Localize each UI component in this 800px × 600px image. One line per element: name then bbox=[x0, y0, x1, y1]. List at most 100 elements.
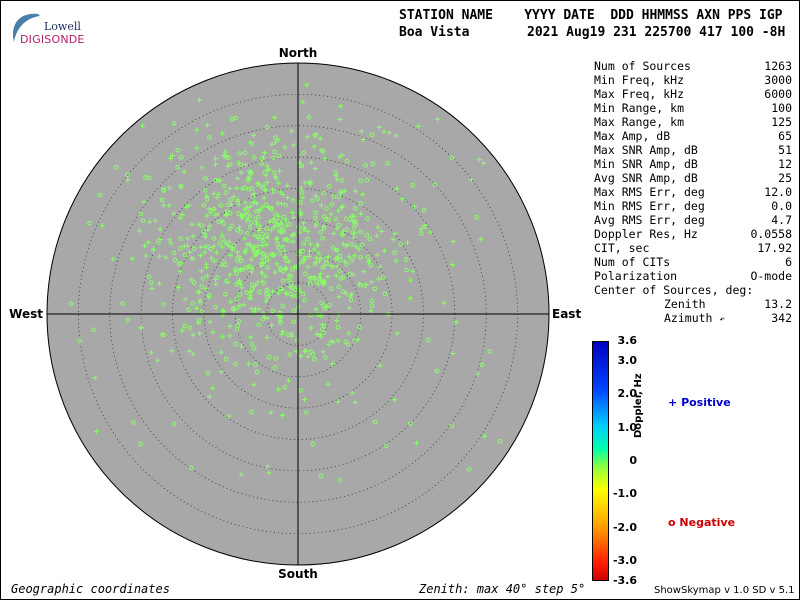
positive-point bbox=[308, 160, 314, 166]
negative-point bbox=[294, 338, 300, 343]
positive-point bbox=[145, 240, 151, 245]
negative-point bbox=[308, 281, 313, 287]
positive-point bbox=[203, 286, 209, 291]
positive-point bbox=[257, 226, 262, 231]
negative-point bbox=[176, 261, 182, 267]
positive-point bbox=[251, 132, 256, 138]
positive-point bbox=[222, 239, 228, 245]
footer-coordinates: Geographic coordinates bbox=[11, 582, 170, 596]
logo-swoosh-icon bbox=[13, 13, 40, 42]
negative-point bbox=[200, 276, 206, 281]
positive-point bbox=[321, 281, 327, 287]
negative-point bbox=[365, 216, 370, 221]
negative-point bbox=[256, 214, 261, 220]
negative-point bbox=[321, 226, 327, 231]
negative-point bbox=[242, 150, 248, 156]
negative-point bbox=[264, 291, 269, 296]
negative-point bbox=[338, 276, 344, 281]
positive-point bbox=[289, 128, 295, 134]
positive-point bbox=[317, 258, 322, 264]
negative-point bbox=[421, 207, 427, 213]
stat-row: Min Freq, kHz 3000 bbox=[594, 73, 792, 87]
positive-point bbox=[441, 300, 447, 306]
negative-point bbox=[314, 279, 319, 284]
positive-point bbox=[231, 194, 237, 200]
negative-point bbox=[199, 223, 204, 228]
negative-point bbox=[298, 211, 303, 216]
negative-point bbox=[321, 214, 327, 219]
positive-point bbox=[267, 219, 273, 225]
negative-point bbox=[300, 248, 305, 254]
positive-point bbox=[213, 281, 219, 287]
stat-row: Max SNR Amp, dB 51 bbox=[594, 143, 792, 157]
positive-point bbox=[271, 224, 277, 230]
negative-point bbox=[276, 153, 282, 159]
negative-point bbox=[265, 265, 270, 270]
positive-point bbox=[264, 335, 270, 340]
positive-point bbox=[378, 229, 384, 234]
negative-point bbox=[182, 252, 188, 258]
negative-point bbox=[202, 232, 208, 237]
positive-point bbox=[169, 348, 175, 354]
positive-point bbox=[259, 256, 265, 262]
positive-point bbox=[377, 363, 383, 369]
negative-point bbox=[237, 151, 242, 156]
positive-point bbox=[196, 320, 201, 326]
negative-point bbox=[253, 362, 258, 368]
negative-point bbox=[97, 192, 103, 198]
positive-point bbox=[315, 242, 321, 248]
positive-point bbox=[361, 269, 367, 275]
positive-point bbox=[375, 224, 381, 230]
positive-point bbox=[207, 319, 213, 325]
positive-point bbox=[274, 236, 279, 242]
negative-point bbox=[249, 282, 255, 288]
negative-point bbox=[321, 190, 327, 196]
positive-point bbox=[319, 202, 324, 208]
negative-point bbox=[273, 135, 278, 140]
negative-point bbox=[287, 352, 293, 357]
negative-point bbox=[249, 202, 255, 207]
negative-point bbox=[247, 295, 253, 301]
negative-point bbox=[259, 156, 265, 161]
stat-row: Max Freq, kHz 6000 bbox=[594, 87, 792, 101]
negative-point bbox=[235, 227, 240, 233]
positive-point bbox=[210, 329, 216, 335]
positive-point bbox=[266, 470, 272, 476]
negative-point bbox=[385, 160, 390, 166]
positive-point bbox=[220, 334, 225, 340]
negative-point bbox=[188, 465, 194, 471]
negative-point bbox=[91, 327, 96, 333]
positive-point bbox=[248, 289, 254, 295]
positive-point bbox=[317, 271, 323, 277]
positive-point bbox=[214, 249, 219, 255]
positive-point bbox=[298, 353, 304, 359]
negative-point bbox=[199, 284, 205, 289]
positive-point bbox=[265, 257, 271, 263]
positive-point bbox=[376, 276, 382, 282]
positive-point bbox=[227, 252, 233, 258]
positive-point bbox=[177, 269, 183, 275]
positive-point bbox=[168, 156, 173, 161]
stat-row: Min Range, km 100 bbox=[594, 101, 792, 115]
negative-point bbox=[398, 242, 404, 247]
positive-point bbox=[352, 253, 358, 259]
positive-point bbox=[453, 319, 459, 325]
negative-circle-icon: o bbox=[668, 516, 676, 529]
positive-point bbox=[435, 116, 440, 122]
positive-point bbox=[207, 394, 212, 399]
negative-point bbox=[114, 165, 119, 170]
positive-point bbox=[269, 322, 275, 328]
positive-point bbox=[187, 348, 193, 354]
positive-point bbox=[251, 191, 257, 197]
positive-point bbox=[286, 259, 292, 265]
positive-point bbox=[264, 163, 270, 169]
negative-point bbox=[280, 278, 286, 284]
positive-point bbox=[230, 305, 236, 311]
label-north: North bbox=[279, 46, 317, 60]
positive-point bbox=[377, 264, 383, 270]
negative-point bbox=[68, 301, 74, 307]
negative-point bbox=[237, 292, 243, 297]
negative-point bbox=[369, 298, 375, 304]
positive-point bbox=[168, 240, 174, 246]
positive-point bbox=[257, 207, 263, 213]
